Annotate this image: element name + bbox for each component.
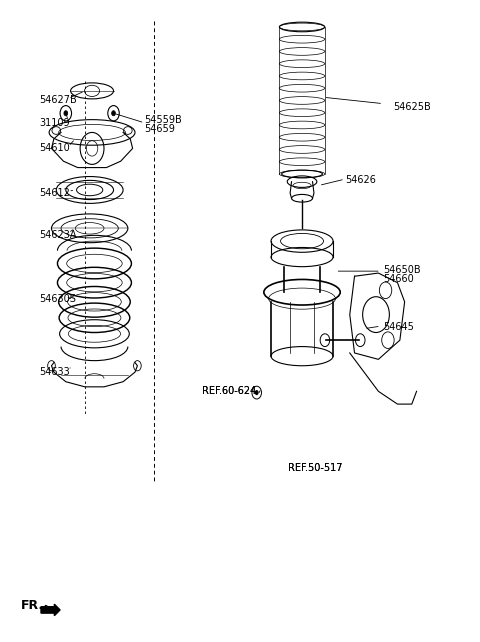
Circle shape [255, 390, 259, 395]
Text: 54626: 54626 [345, 175, 376, 186]
Text: 54633: 54633 [39, 367, 70, 377]
Text: REF.60-624: REF.60-624 [202, 386, 256, 396]
Text: 54645: 54645 [383, 322, 414, 333]
Text: 54559B: 54559B [144, 115, 182, 125]
Text: 54650B: 54650B [383, 265, 421, 275]
Text: 31109: 31109 [39, 118, 70, 128]
FancyArrow shape [41, 604, 60, 616]
Text: 54612: 54612 [39, 188, 71, 198]
Text: 54610: 54610 [39, 143, 70, 153]
Circle shape [64, 110, 68, 116]
Text: FR.: FR. [21, 599, 44, 612]
Text: 54623A: 54623A [39, 230, 77, 239]
Text: REF.60-624: REF.60-624 [202, 386, 256, 396]
Circle shape [112, 110, 116, 116]
Text: 54630S: 54630S [39, 293, 76, 304]
Text: 54660: 54660 [383, 274, 414, 284]
Text: 54659: 54659 [144, 125, 175, 134]
Text: REF.50-517: REF.50-517 [288, 463, 342, 473]
Text: 54625B: 54625B [393, 102, 431, 112]
Text: REF.50-517: REF.50-517 [288, 463, 342, 473]
Text: 54627B: 54627B [39, 96, 77, 105]
